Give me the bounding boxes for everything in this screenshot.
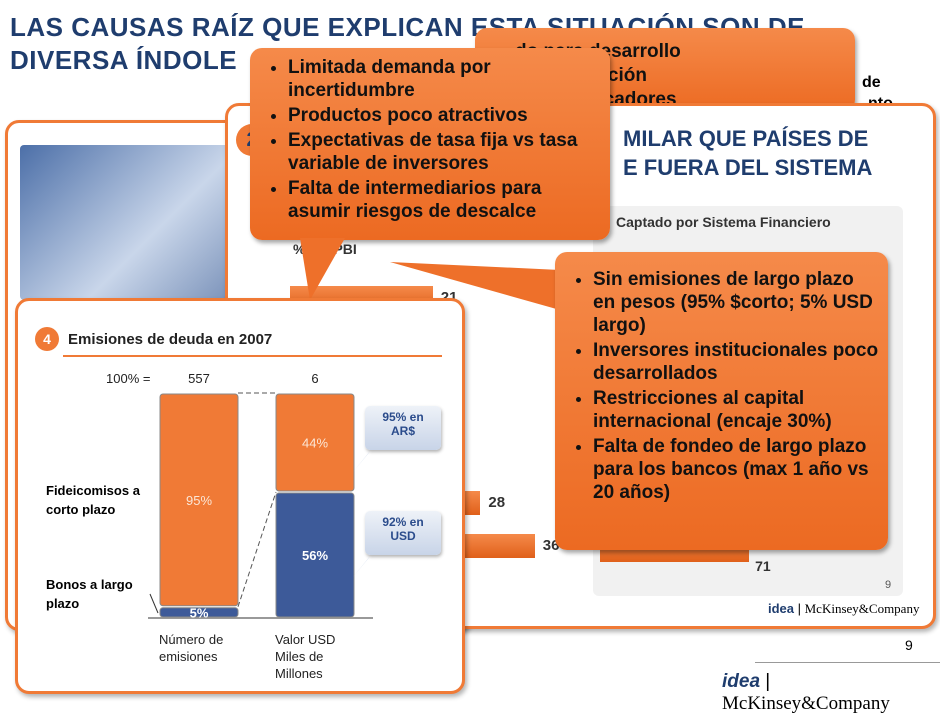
leader xyxy=(149,593,159,614)
note: 92% en USD xyxy=(365,511,441,555)
slide-number: 4 xyxy=(43,331,51,347)
pointer xyxy=(300,238,345,300)
bullet: Sin emisiones de largo plazo en pesos (9… xyxy=(593,268,880,337)
bullet: Inversores institucionales poco desarrol… xyxy=(593,339,880,385)
logo-idea: idea xyxy=(722,671,761,692)
note-pointer xyxy=(353,556,370,577)
page-number: 9 xyxy=(885,579,892,591)
category-label: Número de emisiones xyxy=(159,632,224,664)
slide-number-bg xyxy=(35,327,59,351)
bullet: Productos poco atractivos xyxy=(288,104,600,127)
footer-rule xyxy=(755,662,940,663)
logo: idea | McKinsey&Company xyxy=(768,601,920,616)
bar-segment xyxy=(159,607,239,618)
title-line: DIVERSA ÍNDOLE xyxy=(10,45,238,75)
photo xyxy=(20,145,235,300)
heading: E FUERA DEL SISTEMA xyxy=(623,155,873,180)
front-chart: 4 Emisiones de deuda en 2007 100% = 557 5… xyxy=(35,327,442,620)
heading: MILAR QUE PAÍSES DE xyxy=(623,126,869,151)
bullet: Expectativas de tasa fija vs tasa variab… xyxy=(288,129,600,175)
segment-label: 56% xyxy=(302,548,328,563)
bar-label: 71 xyxy=(755,558,771,574)
pointer xyxy=(390,262,560,310)
segment-label: 5% xyxy=(190,605,209,620)
bullet: Restricciones al capital internacional (… xyxy=(593,387,880,433)
bullet: Falta de fondeo de largo plazo para los … xyxy=(593,435,880,504)
category-label: Valor USD Miles de Millones xyxy=(275,632,336,681)
bar-segment xyxy=(275,492,355,618)
front-slide: 4 Emisiones de deuda en 2007 100% = 557 5… xyxy=(15,298,465,694)
stack-total: 6 xyxy=(311,371,318,386)
bar-segment xyxy=(159,393,239,607)
segment-name: Bonos a largo plazo xyxy=(46,577,133,611)
bullet: Limitada demanda por incertidumbre xyxy=(288,56,600,102)
page-number: 9 xyxy=(905,637,913,653)
fragment: de xyxy=(862,74,881,91)
logo: idea | McKinsey&Company xyxy=(722,671,890,714)
note-pointer xyxy=(353,451,370,472)
chart-title: Captado por Sistema Financiero xyxy=(616,214,831,230)
logo-mck: McKinsey&Company xyxy=(804,601,920,616)
bar-label: 28 xyxy=(488,494,506,511)
logo-idea: idea xyxy=(768,601,795,616)
segment-label: 44% xyxy=(302,436,328,451)
total-label: 100% = xyxy=(106,371,150,386)
segment-label: 95% xyxy=(186,493,212,508)
segment-name: Fideicomisos a corto plazo xyxy=(46,483,140,517)
connector xyxy=(237,491,277,607)
bullet: Falta de intermediarios para asumir ries… xyxy=(288,177,600,223)
chart-title: Emisiones de deuda en 2007 xyxy=(68,331,272,348)
callout-demand: Limitada demanda por incertidumbreProduc… xyxy=(250,48,610,240)
bar-segment xyxy=(275,393,355,492)
logo-mck: McKinsey&Company xyxy=(722,693,890,714)
note: 95% en AR$ xyxy=(365,406,441,450)
stack-total: 557 xyxy=(188,371,210,386)
callout-supply: Sin emisiones de largo plazo en pesos (9… xyxy=(555,252,888,550)
